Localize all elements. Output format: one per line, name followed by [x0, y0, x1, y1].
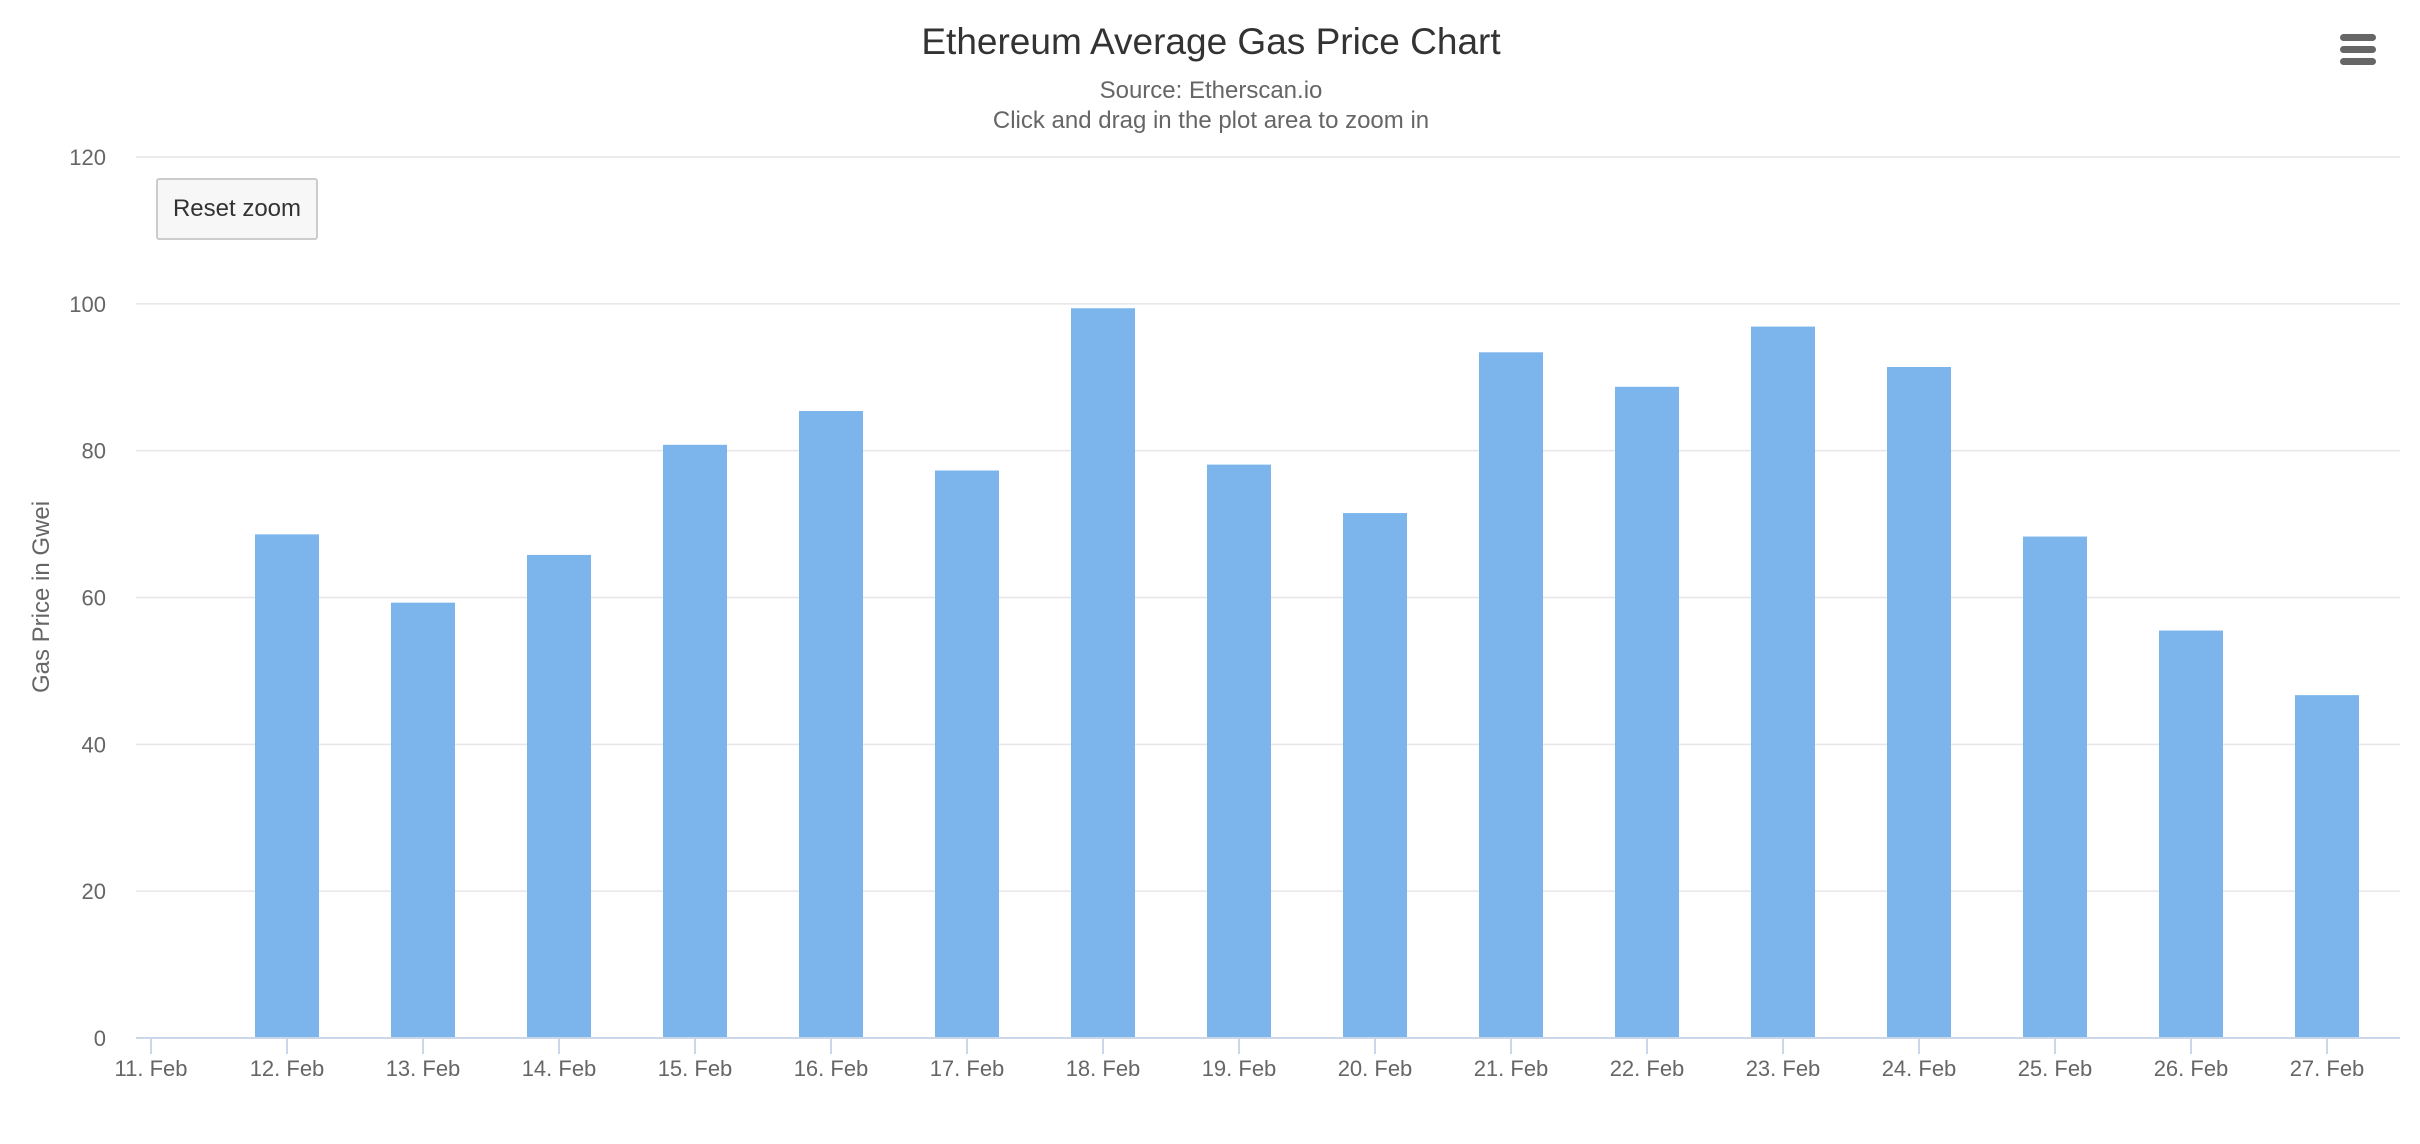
x-tick-label: 16. Feb — [794, 1056, 869, 1081]
y-tick-label: 100 — [69, 292, 106, 317]
y-tick-label: 40 — [82, 732, 106, 757]
chart-title: Ethereum Average Gas Price Chart — [921, 21, 1501, 62]
x-tick-label: 21. Feb — [1474, 1056, 1549, 1081]
x-tick-label: 11. Feb — [115, 1056, 188, 1081]
x-tick-label: 22. Feb — [1610, 1056, 1685, 1081]
chart-subtitle-source: Source: Etherscan.io — [1100, 77, 1323, 104]
x-tick-label: 15. Feb — [658, 1056, 733, 1081]
bar[interactable] — [1887, 366, 1951, 1038]
x-tick-label: 20. Feb — [1338, 1056, 1413, 1081]
bar[interactable] — [1071, 308, 1135, 1038]
bar-series[interactable] — [255, 308, 2359, 1039]
x-tick-label: 26. Feb — [2154, 1056, 2229, 1081]
bar[interactable] — [527, 554, 591, 1038]
bar[interactable] — [391, 602, 455, 1038]
bar[interactable] — [799, 411, 863, 1038]
bar[interactable] — [663, 444, 727, 1038]
bar[interactable] — [1751, 326, 1815, 1038]
x-tick-label: 17. Feb — [930, 1056, 1005, 1081]
x-tick-label: 27. Feb — [2290, 1056, 2365, 1081]
reset-zoom-button[interactable]: Reset zoom — [156, 178, 318, 240]
x-tick-label: 19. Feb — [1202, 1056, 1277, 1081]
bar[interactable] — [2023, 536, 2087, 1038]
x-tick-label: 25. Feb — [2018, 1056, 2093, 1081]
x-tick-label: 12. Feb — [250, 1056, 325, 1081]
y-axis-title: Gas Price in Gwei — [28, 501, 55, 693]
bar[interactable] — [1343, 513, 1407, 1038]
bar[interactable] — [2295, 695, 2359, 1038]
y-tick-label: 120 — [69, 145, 106, 170]
hamburger-menu-icon[interactable] — [2336, 30, 2384, 70]
bar[interactable] — [1207, 464, 1271, 1038]
bar[interactable] — [1615, 386, 1679, 1038]
x-axis: 11. Feb 12. Feb 13. Feb 14. Feb 15. Feb 16. F… — [115, 1037, 2400, 1081]
x-tick-label: 18. Feb — [1066, 1056, 1141, 1081]
y-tick-label: 60 — [82, 586, 106, 611]
x-tick-label: 23. Feb — [1746, 1056, 1821, 1081]
bar[interactable] — [935, 470, 999, 1039]
y-tick-label: 80 — [82, 439, 106, 464]
y-axis-labels: 0 20 40 60 80 100 120 — [69, 145, 106, 1051]
bar[interactable] — [2159, 630, 2223, 1038]
bar[interactable] — [255, 534, 319, 1038]
x-tick-label: 13. Feb — [386, 1056, 461, 1081]
x-tick-label: 14. Feb — [522, 1056, 597, 1081]
y-tick-label: 0 — [94, 1026, 106, 1051]
chart-subtitle-zoom-hint: Click and drag in the plot area to zoom … — [993, 107, 1429, 134]
bar[interactable] — [1479, 352, 1543, 1038]
x-tick-label: 24. Feb — [1882, 1056, 1957, 1081]
y-tick-label: 20 — [82, 879, 106, 904]
